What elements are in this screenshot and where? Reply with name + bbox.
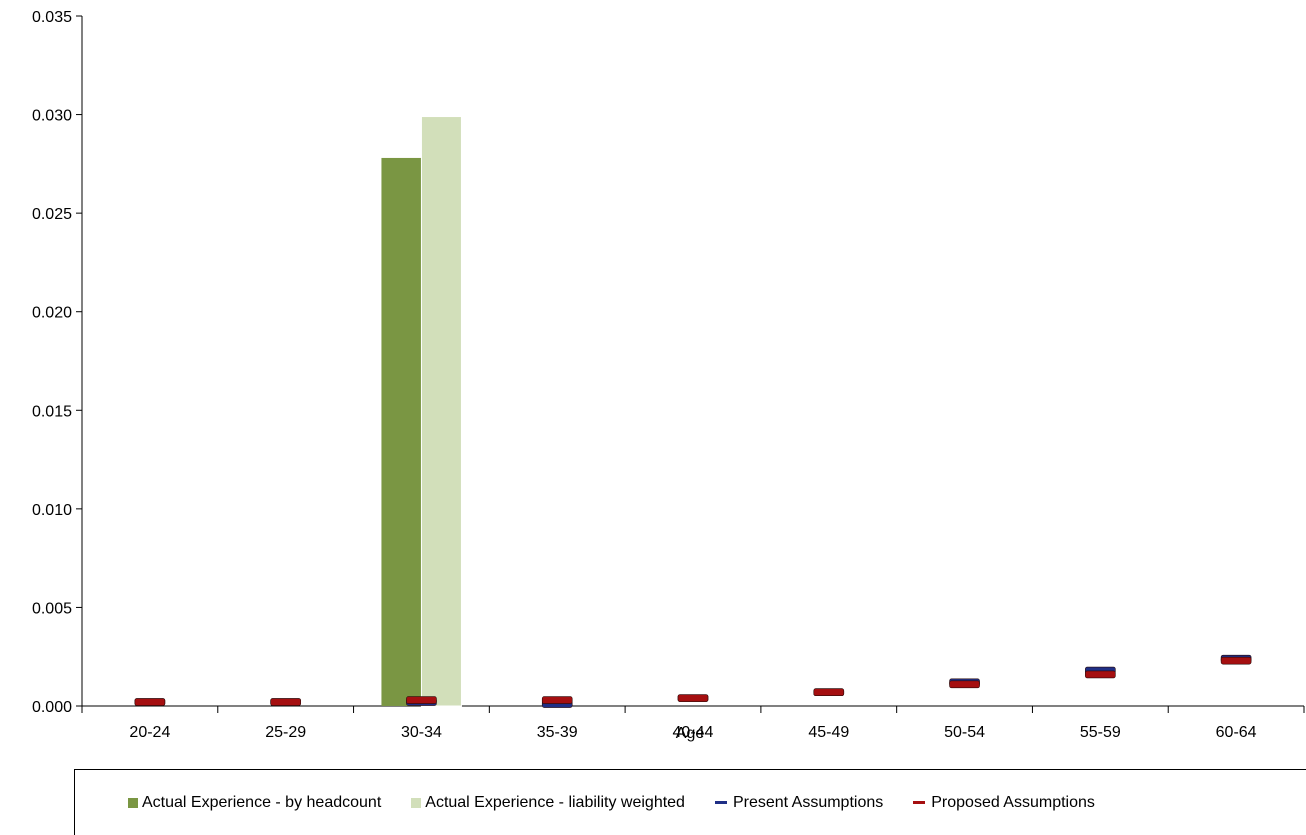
x-tick-label: 25-29 [265, 724, 306, 741]
legend-line-present [714, 801, 727, 804]
legend: Actual Experience - by headcount Actual … [74, 769, 1306, 835]
x-tick-label: 20-24 [129, 724, 170, 741]
marker [270, 698, 301, 706]
bars [381, 116, 462, 707]
legend-label-present: Present Assumptions [732, 793, 884, 811]
marker [677, 694, 709, 702]
y-tick-label: 0.035 [32, 9, 72, 26]
y-tick-label: 0.015 [32, 403, 72, 420]
x-tick-label: 55-59 [1080, 724, 1121, 741]
legend-label-liability: Actual Experience - liability weighted [425, 793, 685, 811]
y-axis: 0.000 0.005 0.010 0.015 0.020 0.025 0.030 0.035 [32, 9, 83, 716]
legend-item-headcount: Actual Experience - by headcount [128, 794, 381, 812]
y-tick-label: 0.030 [32, 108, 72, 125]
y-tick-label: 0.005 [32, 600, 72, 617]
y-tick-label: 0.000 [32, 699, 72, 716]
legend-swatch-headcount [128, 797, 138, 808]
x-tick-label: 50-54 [944, 724, 985, 741]
bar [420, 116, 462, 707]
legend-swatch-liability [411, 797, 422, 808]
legend-label-headcount: Actual Experience - by headcount [142, 793, 382, 811]
bar [381, 157, 422, 706]
legend-item-proposed: Proposed Assumptions [913, 794, 1095, 812]
legend-label-proposed: Proposed Assumptions [931, 793, 1095, 811]
markers [134, 654, 1252, 708]
marker [406, 696, 437, 704]
marker [541, 696, 573, 704]
legend-line-proposed [913, 801, 926, 804]
marker [813, 688, 845, 697]
x-tick-label: 60-64 [1216, 724, 1257, 741]
x-tick-label: 45-49 [808, 724, 849, 741]
marker [949, 680, 980, 689]
x-tick-label: 35-39 [537, 724, 578, 741]
x-axis-title: Age [676, 725, 705, 742]
marker [134, 698, 166, 706]
y-tick-label: 0.020 [32, 305, 72, 322]
marker [1085, 670, 1116, 679]
y-tick-label: 0.010 [32, 502, 72, 519]
x-tick-label: 40-44 [673, 724, 714, 741]
marker [1220, 656, 1252, 665]
x-axis: 20-24 25-29 30-34 35-39 40-44 45-49 50-54 55-59… [81, 705, 1305, 741]
chart-plot: 0.000 0.005 0.010 0.015 0.020 0.025 0.030 0.035… [32, 9, 1305, 742]
legend-item-present: Present Assumptions [714, 793, 884, 812]
x-tick-label: 30-34 [401, 724, 442, 741]
y-tick-label: 0.025 [32, 206, 72, 223]
legend-item-liability: Actual Experience - liability weighted [411, 794, 685, 812]
